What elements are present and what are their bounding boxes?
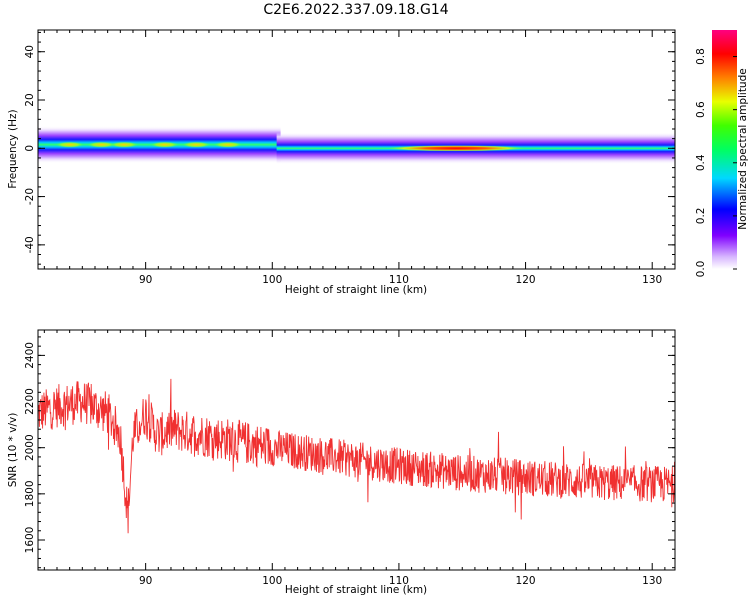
colorbar-tick-label: 0.8 <box>695 48 707 65</box>
snr-y-axis-label: SNR (10 * v/v) <box>7 413 19 488</box>
y-tick-label: 2400 <box>24 342 36 369</box>
x-tick-label: 130 <box>642 575 662 587</box>
spectrogram-peak <box>182 141 211 148</box>
spectrogram-y-axis-label: Frequency (Hz) <box>7 109 19 188</box>
spectrogram-x-axis-label: Height of straight line (km) <box>285 284 427 296</box>
x-tick-label: 100 <box>262 274 282 286</box>
y-tick-label: 1800 <box>24 480 36 507</box>
colorbar-ticks: 0.0 0.2 0.4 0.6 0.8 <box>695 48 737 277</box>
y-tick-label: 20 <box>24 93 36 106</box>
snr-panel: 90 100 110 120 130 1600 1800 2000 2200 2400 Heig… <box>7 329 676 596</box>
x-tick-label: 110 <box>389 575 409 587</box>
x-tick-label: 110 <box>389 274 409 286</box>
spectrogram-frame <box>37 29 676 270</box>
y-tick-label: 0 <box>24 145 36 152</box>
y-tick-label: 40 <box>24 45 36 58</box>
y-tick-label: -40 <box>24 236 36 253</box>
spectrogram-peak <box>110 141 139 148</box>
spectrogram-peak <box>213 141 242 148</box>
snr-x-axis-label: Height of straight line (km) <box>285 584 427 596</box>
x-tick-label: 90 <box>139 274 152 286</box>
spectrogram-x-ticks: 90 100 110 120 130 <box>43 30 666 286</box>
colorbar-tick-label: 0.0 <box>695 261 707 278</box>
spectrogram-peak <box>385 145 526 152</box>
snr-y-ticks: 1600 1800 2000 2200 2400 <box>24 336 675 569</box>
snr-frame <box>37 329 676 571</box>
x-tick-label: 90 <box>139 575 152 587</box>
x-tick-label: 100 <box>262 575 282 587</box>
x-tick-label: 120 <box>516 274 536 286</box>
colorbar-tick-label: 0.2 <box>695 208 707 225</box>
chart-title: C2E6.2022.337.09.18.G14 <box>263 2 448 18</box>
spectrogram-peak <box>55 141 84 148</box>
y-tick-label: 2000 <box>24 434 36 461</box>
x-tick-label: 120 <box>516 575 536 587</box>
spectrogram-heatmap <box>38 126 675 165</box>
y-tick-label: -20 <box>24 188 36 205</box>
y-tick-label: 2200 <box>24 388 36 415</box>
colorbar-tick-label: 0.4 <box>695 154 707 171</box>
snr-series-line <box>38 378 675 534</box>
colorbar: 0.0 0.2 0.4 0.6 0.8 Normalized spectral ampl… <box>695 30 749 277</box>
colorbar-gradient <box>712 30 737 269</box>
spectrogram-panel: 90 100 110 120 130 -40 -20 0 20 40 Height of str… <box>7 29 676 296</box>
y-tick-label: 1600 <box>24 527 36 554</box>
spectrogram-peak <box>87 141 116 148</box>
colorbar-label: Normalized spectral amplitude <box>737 68 749 229</box>
colorbar-tick-label: 0.6 <box>695 101 707 118</box>
spectrogram-peak <box>150 141 179 148</box>
snr-x-ticks: 90 100 110 120 130 <box>43 330 666 587</box>
spectrogram-y-ticks: -40 -20 0 20 40 <box>24 31 675 265</box>
x-tick-label: 130 <box>642 274 662 286</box>
